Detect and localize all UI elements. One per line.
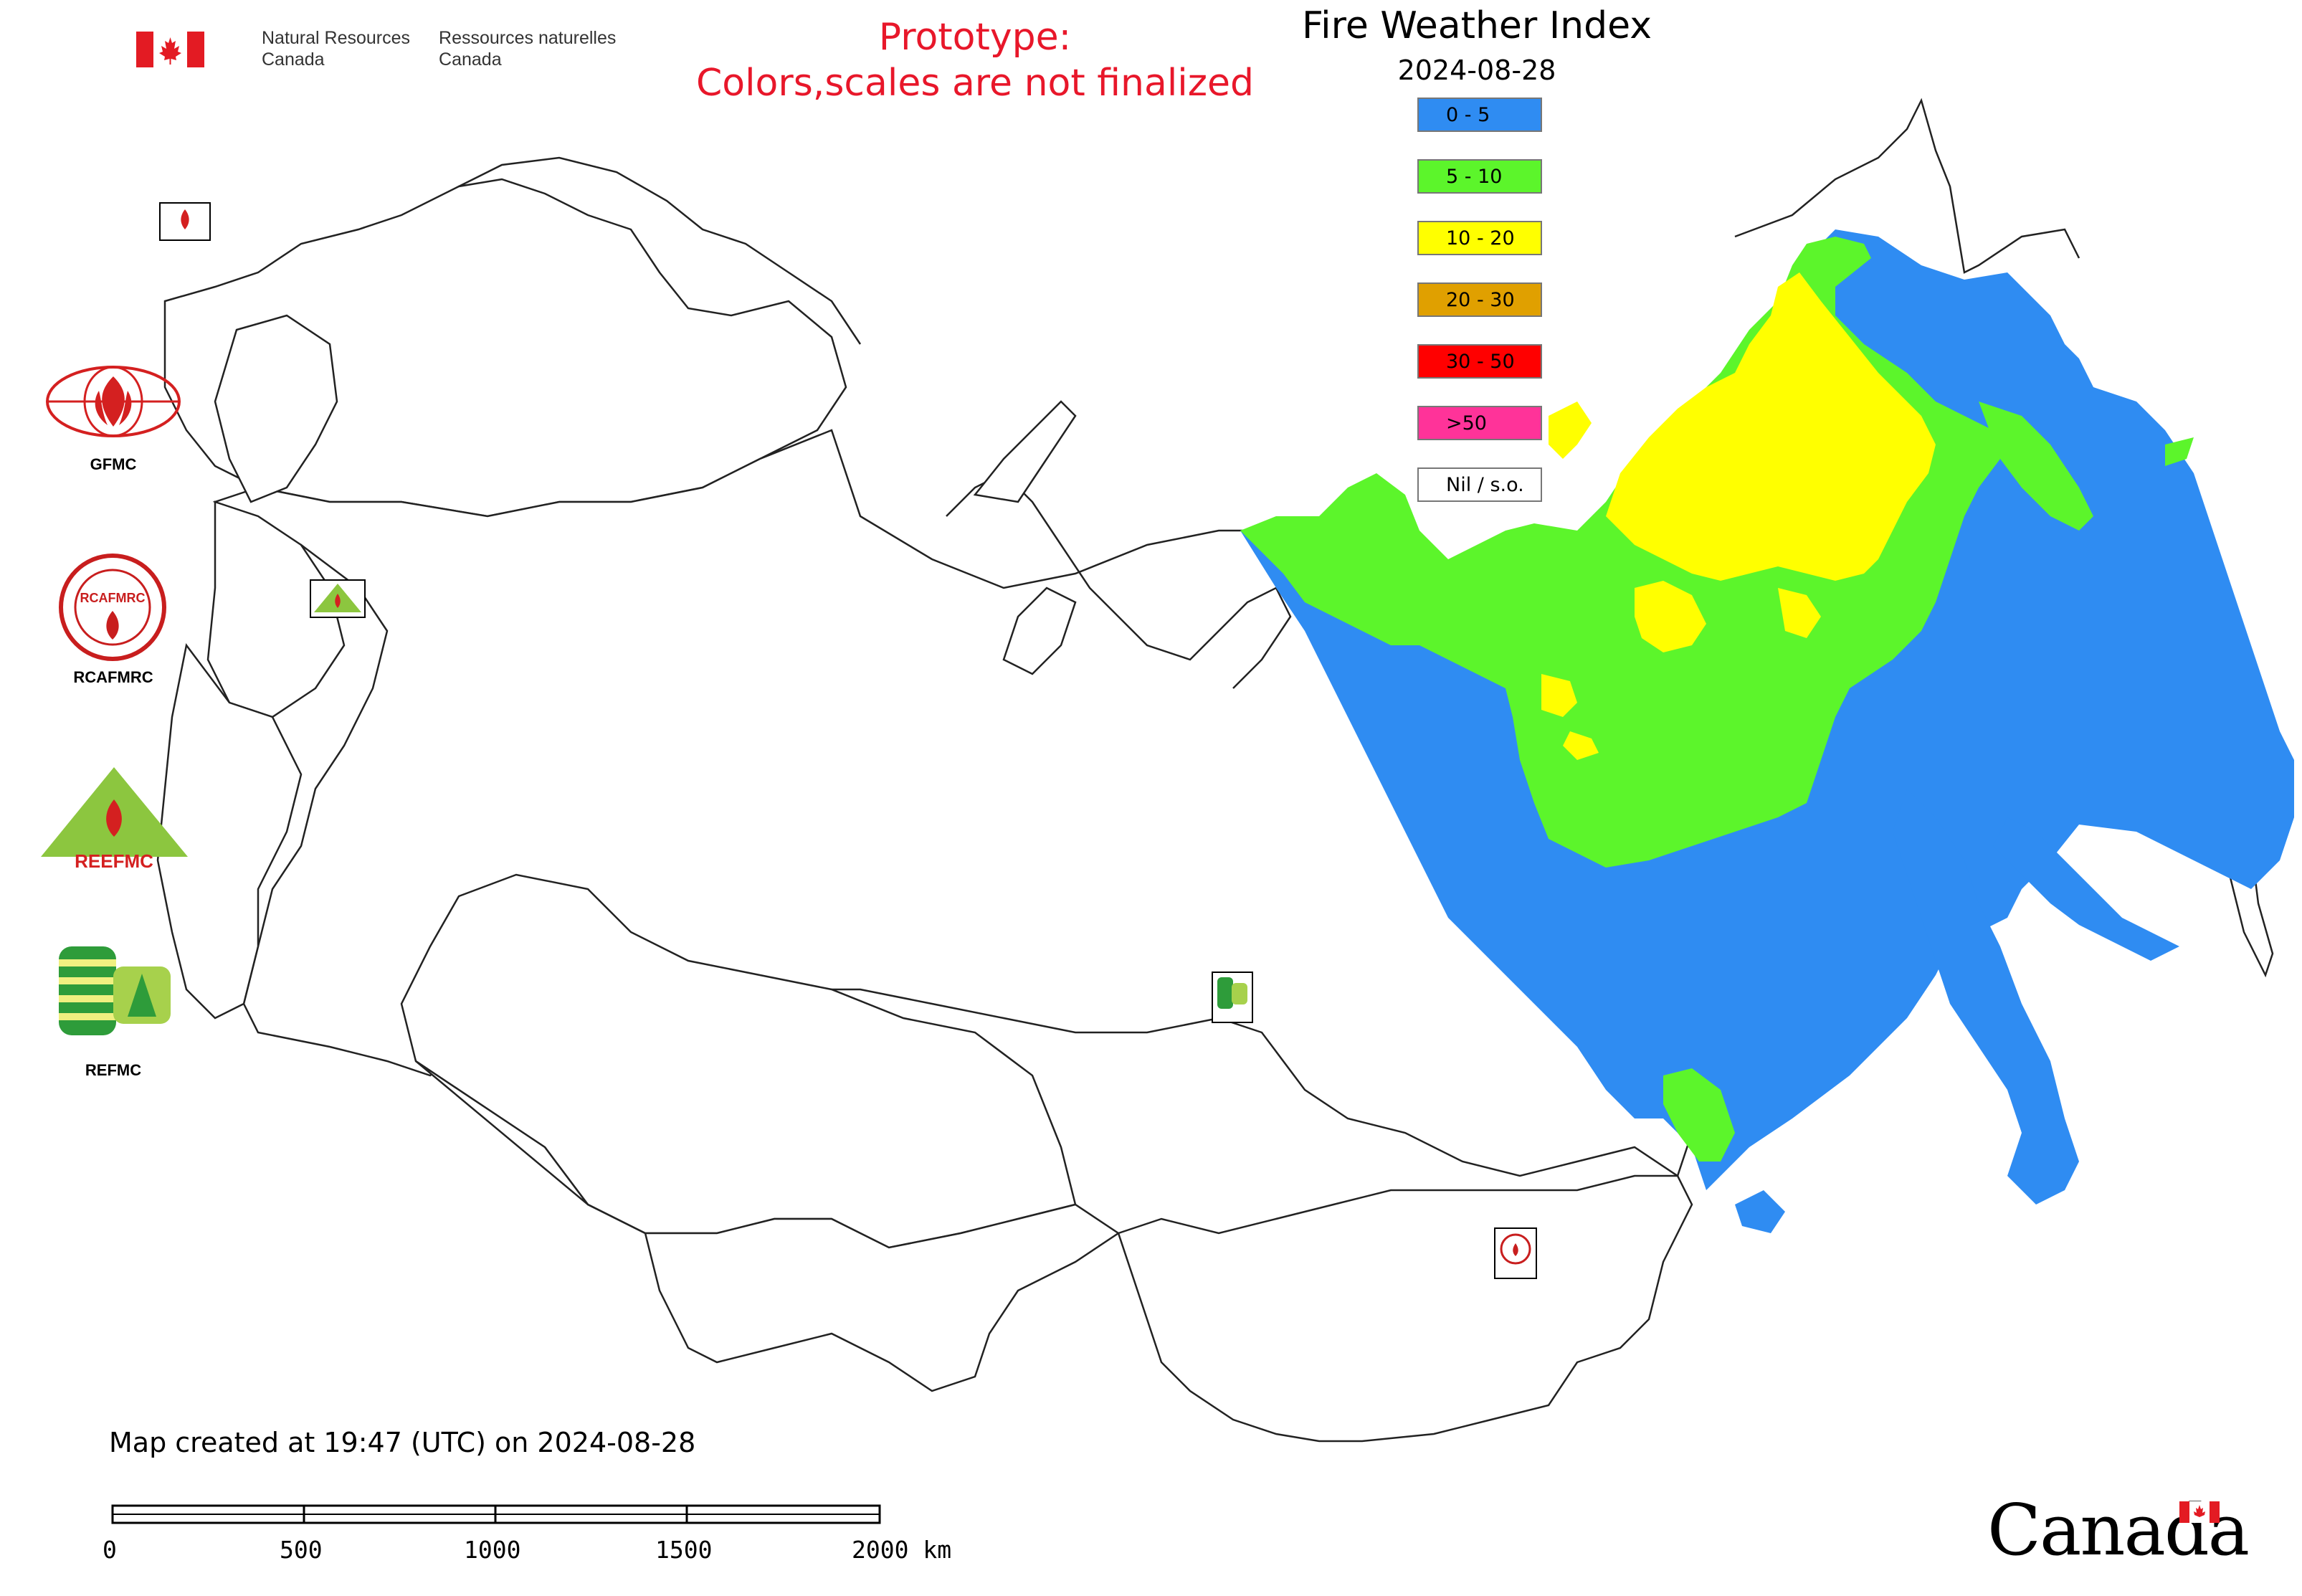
gfmc-marker-icon[interactable] bbox=[159, 202, 211, 241]
novaya-zemlya-outline bbox=[973, 400, 1077, 503]
legend-item-0-5: 0 - 5 bbox=[1417, 98, 1542, 132]
legend-item-5-10: 5 - 10 bbox=[1417, 159, 1542, 194]
scale-tick-0: 0 bbox=[103, 1536, 117, 1564]
nrcan-en: Natural Resources Canada bbox=[262, 28, 411, 70]
arctic-coast-line bbox=[458, 156, 862, 345]
maple-leaf-icon bbox=[159, 37, 181, 65]
reefmc-logo-icon: REEFMC bbox=[41, 767, 188, 871]
rcafmrc-logo-icon: RCAFMRC bbox=[59, 554, 166, 661]
belarus-outline bbox=[206, 500, 346, 718]
scale-tick-500: 500 bbox=[280, 1536, 323, 1564]
scale-bar bbox=[111, 1504, 881, 1524]
gfmc-logo-icon bbox=[46, 366, 181, 437]
nrcan-fr: Ressources naturelles Canada bbox=[439, 28, 617, 70]
legend-item-over-50: >50 bbox=[1417, 406, 1542, 440]
scale-tick-2000: 2000 km bbox=[852, 1536, 952, 1564]
refmc-logo-icon bbox=[59, 946, 171, 1035]
scale-tick-1500: 1500 bbox=[655, 1536, 713, 1564]
refmc-marker-icon[interactable] bbox=[1212, 972, 1253, 1023]
gfmc-label: GFMC bbox=[90, 455, 137, 473]
legend-item-10-20: 10 - 20 bbox=[1417, 221, 1542, 255]
chukotka-coast-line bbox=[1734, 98, 2080, 274]
ukraine-outline bbox=[156, 643, 303, 1020]
prototype-notice-line1: Prototype: bbox=[878, 16, 1072, 59]
wordmark-flag-icon bbox=[2179, 1501, 2220, 1523]
map-created-text: Map created at 19:47 (UTC) on 2024-08-28 bbox=[109, 1427, 696, 1458]
central-asia-outline bbox=[415, 1060, 1121, 1392]
nrcan-signature: Natural Resources Canada Ressources natu… bbox=[136, 27, 616, 70]
canada-flag-icon bbox=[136, 32, 204, 67]
prototype-notice: Prototype: Colors,scales are not finaliz… bbox=[645, 14, 1305, 106]
svg-text:REEFMC: REEFMC bbox=[75, 850, 153, 871]
refmc-label: REFMC bbox=[85, 1061, 142, 1079]
map-title: Fire Weather Index bbox=[1302, 4, 1652, 47]
legend-item-30-50: 30 - 50 bbox=[1417, 344, 1542, 379]
legend-item-20-30: 20 - 30 bbox=[1417, 282, 1542, 317]
rcafmrc-label: RCAFMRC bbox=[73, 668, 153, 686]
legend: 0 - 5 5 - 10 10 - 20 20 - 30 30 - 50 >50… bbox=[1417, 98, 1542, 529]
fwi-yellow-region bbox=[1541, 272, 1936, 760]
rcafmrc-marker-icon[interactable] bbox=[1494, 1227, 1537, 1279]
prototype-notice-line2: Colors,scales are not finalized bbox=[695, 62, 1255, 105]
mongolia-outline bbox=[1117, 1174, 1693, 1443]
scale-tick-1000: 1000 bbox=[464, 1536, 521, 1564]
yamal-outline bbox=[1002, 586, 1077, 675]
reefmc-marker-icon[interactable] bbox=[310, 579, 366, 618]
baltic-outline bbox=[214, 314, 338, 503]
svg-text:RCAFMRC: RCAFMRC bbox=[80, 591, 146, 605]
legend-item-nil: Nil / s.o. bbox=[1417, 467, 1542, 502]
map-date: 2024-08-28 bbox=[1397, 54, 1556, 86]
